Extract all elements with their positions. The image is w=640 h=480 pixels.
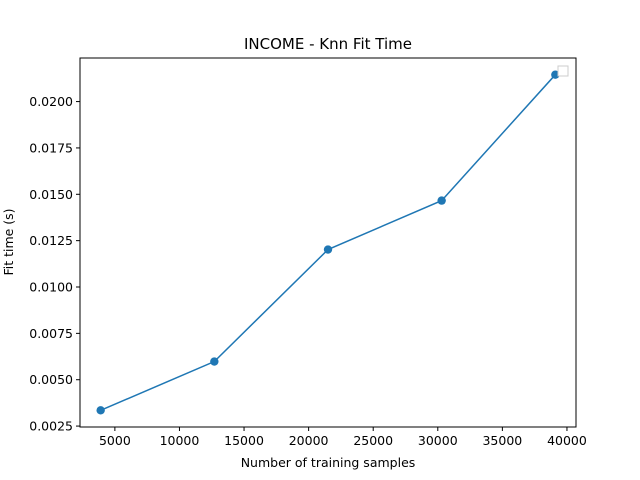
y-tick-label: 0.0100 — [29, 280, 73, 295]
y-tick-label: 0.0125 — [29, 233, 73, 248]
data-point — [551, 70, 560, 79]
x-tick-label: 40000 — [547, 433, 587, 448]
plot-series — [96, 70, 560, 415]
y-axis-label: Fit time (s) — [1, 208, 16, 275]
data-point — [323, 245, 333, 254]
series-line — [100, 74, 556, 412]
data-point — [96, 406, 105, 415]
data-point — [210, 357, 219, 366]
x-axis-label: Number of training samples — [241, 455, 416, 470]
y-tick-label: 0.0025 — [29, 419, 73, 434]
y-tick-label: 0.0200 — [29, 94, 73, 109]
x-tick-label: 15000 — [224, 433, 264, 448]
chart-title: INCOME - Knn Fit Time — [244, 35, 412, 53]
x-tick-label: 25000 — [353, 433, 393, 448]
x-tick-label: 20000 — [289, 433, 329, 448]
data-point — [437, 196, 446, 205]
legend-box — [557, 65, 569, 77]
x-tick-label: 30000 — [418, 433, 458, 448]
y-tick-label: 0.0175 — [29, 140, 73, 155]
y-axis: 0.0025 0.0050 0.0075 0.0100 0.0125 0.0150 0.01… — [29, 94, 80, 434]
plot-frame — [79, 57, 577, 428]
y-tick-label: 0.0150 — [29, 187, 73, 202]
x-tick-label: 10000 — [160, 433, 200, 448]
x-axis: 5000 10000 15000 20000 25000 30000 35000 40000 — [99, 427, 587, 448]
x-tick-label: 5000 — [99, 433, 131, 448]
y-tick-label: 0.0050 — [29, 372, 73, 387]
x-tick-label: 35000 — [482, 433, 522, 448]
y-tick-label: 0.0075 — [29, 326, 73, 341]
